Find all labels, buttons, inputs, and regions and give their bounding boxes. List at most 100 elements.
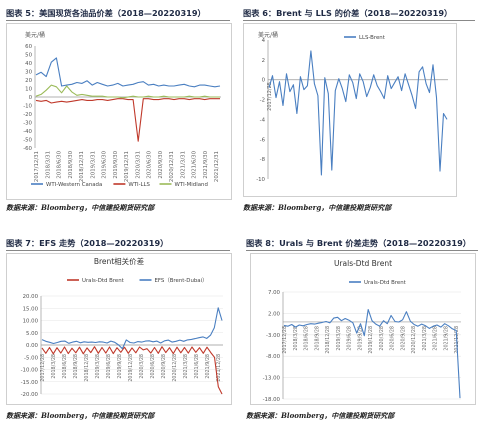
chart-panel: 美元/桶 -10 -8 -6 -4 -2 0 2 4 2017/12/25 LLS-Brent — [243, 23, 457, 197]
x-tick-label: 2017/12/28 — [282, 326, 288, 354]
y-tick-label: -10 — [256, 177, 265, 183]
legend-label: WTI-Midland — [175, 182, 208, 188]
chart-svg: 美元/桶 -10 -8 -6 -4 -2 0 2 4 2017/12/25 LLS-Brent — [256, 31, 448, 183]
y-tick-label: 15.00 — [23, 306, 39, 312]
source-note: 数据来源：Bloomberg，中信建投期货研究部 — [246, 411, 395, 420]
y-tick-label: 0 — [29, 95, 33, 101]
figure-title: 图表 5：美国现货各油品价差（2018—20220319） — [6, 8, 206, 18]
y-tick-label: -6 — [260, 137, 266, 143]
y-tick-label: 40 — [25, 61, 32, 67]
y-tick-label: 10 — [25, 87, 32, 93]
x-tick-label: 2018/3/28 — [51, 354, 57, 379]
y-tick-label: 2.00 — [268, 311, 281, 317]
x-tick-label: 2019/3/31 — [90, 151, 96, 179]
x-tick-label: 2019/12/28 — [128, 354, 134, 382]
x-tick-label: 2020/6/28 — [390, 326, 396, 351]
x-tick-label: 2019/9/30 — [113, 150, 119, 178]
series-line — [41, 307, 223, 350]
x-tick-label: 2018/6/28 — [62, 354, 68, 379]
source-note: 数据来源：Bloomberg，中信建投期货研究部 — [6, 411, 155, 420]
x-tick-label: 2019/3/28 — [95, 354, 101, 379]
figure-rule — [6, 250, 230, 251]
x-tick-label: 2021/9/30 — [203, 150, 209, 178]
y-tick-label: -10.00 — [21, 368, 39, 374]
x-tick-label: 2019/6/28 — [106, 354, 112, 379]
x-tick-label: 2018/12/28 — [325, 326, 331, 354]
x-tick-label: 2021/6/28 — [194, 354, 200, 379]
source-note: 数据来源：Bloomberg，中信建投期货研究部 — [6, 203, 155, 212]
chart-panel: Urals-Dtd Brent -18.00 -13.00 -8.00 -3.00 2.0… — [250, 253, 476, 405]
x-tick-label: 2018/9/28 — [73, 354, 79, 379]
x-tick-label: 2018/3/28 — [293, 326, 299, 351]
x-tick-label: 2018/9/28 — [314, 326, 320, 351]
y-tick-label: -4 — [260, 117, 266, 123]
figure-title: 图表 8：Urals 与 Brent 价差走势（2018—20220319） — [246, 238, 471, 248]
x-tick-label: 2020/12/28 — [411, 326, 417, 354]
x-tick-label: 2021/9/28 — [443, 326, 449, 351]
x-tick-label: 2020/3/28 — [139, 354, 145, 379]
series-line — [35, 84, 220, 99]
x-tick-label: 2021/6/30 — [192, 150, 198, 178]
y-tick-label: -60 — [23, 146, 32, 152]
chart-svg: Urals-Dtd Brent -18.00 -13.00 -8.00 -3.00 2.0… — [263, 259, 461, 403]
legend-label: Urals-Dtd Brent — [82, 278, 124, 284]
y-tick-label: 4 — [262, 38, 266, 44]
x-tick-label: 2021/6/28 — [433, 326, 439, 351]
y-tick-label: -18.00 — [263, 397, 281, 403]
figure-rule — [243, 20, 475, 21]
x-tick-label: 2018/9/30 — [68, 150, 74, 178]
chart-panel: 美元/桶 -60 -50 -40 -30 -20 -10 0 10 20 30 40 50 60 2017/… — [6, 23, 232, 200]
y-tick-label: -2 — [260, 98, 265, 104]
x-tick-label: 2018/6/28 — [304, 326, 310, 351]
legend-label: Urals-Dtd Brent — [364, 280, 406, 286]
y-tick-label: 30 — [25, 70, 32, 76]
chart-svg: 美元/桶 -60 -50 -40 -30 -20 -10 0 10 20 30 40 50 60 2017/… — [23, 31, 221, 188]
x-tick-label: 2021/3/28 — [183, 354, 189, 379]
series-line — [283, 308, 461, 399]
legend-label: WTI-LLS — [128, 182, 150, 188]
y-tick-label: -50 — [23, 138, 32, 144]
y-tick-label: -30 — [23, 121, 32, 127]
x-tick-label: 2020/6/30 — [147, 150, 153, 178]
y-axis-label: 美元/桶 — [258, 31, 278, 39]
y-tick-label: 50 — [25, 53, 32, 59]
y-axis-label: 美元/桶 — [25, 31, 45, 39]
x-tick-label: 2021/3/31 — [180, 151, 186, 179]
y-tick-label: -5.00 — [24, 355, 39, 361]
figure-title: 图表 6：Brent 与 LLS 的价差（2018—20220319） — [243, 8, 453, 18]
x-tick-label: 2021/12/28 — [216, 354, 222, 382]
x-tick-label: 2019/6/28 — [347, 326, 353, 351]
y-tick-label: 0.00 — [26, 343, 39, 349]
x-tick-label: 2019/9/28 — [117, 354, 123, 379]
source-note: 数据来源：Bloomberg，中信建投期货研究部 — [243, 203, 392, 212]
x-tick-label: 2019/9/28 — [357, 326, 363, 351]
y-tick-label: -13.00 — [263, 376, 281, 382]
y-tick-label: 60 — [25, 44, 32, 50]
x-tick-label: 2018/12/31 — [79, 151, 85, 182]
x-tick-label: 2020/9/28 — [400, 326, 406, 351]
series-line — [35, 98, 220, 142]
x-tick-label: 2019/12/31 — [124, 151, 130, 182]
y-tick-label: 20.00 — [23, 294, 39, 300]
chart-title: Urals-Dtd Brent — [334, 259, 392, 268]
x-tick-label: 2020/3/28 — [379, 326, 385, 351]
y-tick-label: -20 — [23, 112, 32, 118]
legend-label: EFS（Brent-Dubai） — [155, 277, 208, 284]
x-tick-label: 2020/3/31 — [135, 151, 141, 179]
x-tick-label: 2018/12/28 — [84, 354, 90, 382]
figure-rule — [6, 20, 230, 21]
x-tick-label: 2019/3/28 — [336, 326, 342, 351]
x-tick-label: 2018/6/30 — [57, 150, 63, 178]
y-tick-label: -15.00 — [21, 380, 39, 386]
series-line — [41, 346, 223, 395]
x-tick-label: 2017/12/25 — [267, 82, 273, 111]
x-tick-label: 2017/12/31 — [34, 151, 40, 182]
x-tick-label: 2021/9/28 — [205, 354, 211, 379]
y-tick-label: -3.00 — [266, 333, 281, 339]
x-tick-label: 2020/12/31 — [169, 151, 175, 182]
x-tick-label: 2021/3/28 — [422, 326, 428, 351]
chart-title: Brent相关价差 — [94, 256, 145, 266]
y-tick-label: 20 — [25, 78, 32, 84]
y-tick-label: 2 — [262, 58, 265, 64]
y-tick-label: 0 — [262, 78, 266, 84]
